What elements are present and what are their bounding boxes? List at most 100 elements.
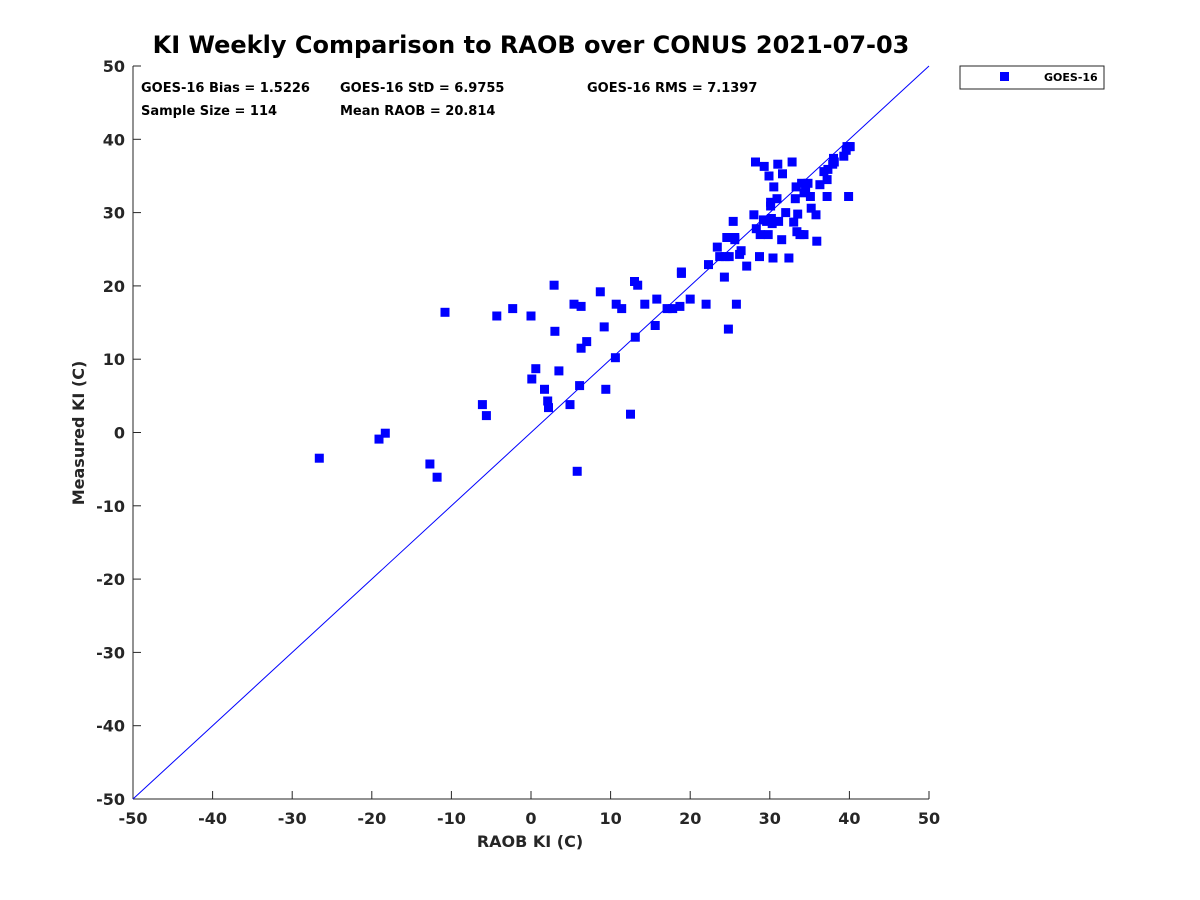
data-point [685,294,695,304]
x-tick-label: 30 [759,809,781,828]
data-point [668,304,678,314]
data-point [575,381,585,391]
data-point [749,210,759,220]
data-point [712,242,722,252]
y-tick-label: -50 [96,790,125,809]
data-point [440,307,450,317]
std-stat: GOES-16 StD = 6.9755 [340,81,504,96]
data-point [508,304,518,314]
data-point [773,159,783,169]
data-point [576,301,586,311]
data-point [812,236,822,246]
data-point [723,324,733,334]
data-point [540,384,549,394]
data-point [823,164,833,174]
x-tick-label: 0 [525,809,536,828]
data-point [626,409,635,419]
data-point [815,180,825,190]
data-point [766,201,776,211]
y-tick-label: -20 [96,570,125,589]
y-axis-ticks: -50 -40 -30 -20 -10 0 10 20 30 40 50 [96,57,141,809]
y-tick-label: -10 [96,497,125,516]
data-point [774,216,784,226]
data-point [791,182,801,192]
data-points [314,142,855,482]
data-point [790,194,800,204]
data-point [650,321,660,330]
y-tick-label: -30 [96,643,125,662]
legend-entry-goes16: GOES-16 [1044,71,1098,84]
data-point [728,216,738,226]
data-point [784,253,794,263]
data-point [772,194,782,204]
data-point [719,272,729,282]
data-point [764,171,774,181]
data-point [755,252,764,262]
data-point [550,326,560,336]
data-point [845,142,855,152]
data-point [730,235,740,245]
data-point [715,252,725,262]
chart-title: KI Weekly Comparison to RAOB over CONUS … [153,31,910,59]
x-tick-label: 50 [918,809,940,828]
data-point [630,332,640,342]
x-tick-label: -20 [357,809,386,828]
data-point [554,366,564,376]
x-axis-label: RAOB KI (C) [477,832,583,851]
data-point [704,260,713,270]
data-point [722,233,732,242]
y-tick-label: 10 [103,350,125,369]
data-point [736,246,746,256]
y-axis-label: Measured KI (C) [69,361,88,506]
data-point [640,299,650,309]
x-axis-ticks: -50 -40 -30 -20 -10 0 10 20 30 40 50 [119,791,940,828]
data-point [844,192,854,201]
data-point [492,311,502,321]
data-point [801,183,811,193]
data-point [778,169,787,179]
legend-box [959,65,1105,90]
data-point [799,230,809,240]
y-tick-label: 20 [103,277,125,296]
data-point [811,210,821,220]
data-point [662,304,672,314]
sample-size-stat: Sample Size = 114 [141,104,277,119]
data-point [787,157,797,167]
data-point [576,343,586,353]
data-point [751,224,761,234]
data-point [477,400,487,410]
data-point [617,304,627,314]
data-point [380,428,390,438]
x-tick-label: -30 [278,809,307,828]
y-tick-label: -40 [96,717,125,736]
data-point [633,280,643,290]
x-tick-label: 20 [679,809,701,828]
data-point [829,157,839,167]
data-point [582,337,592,347]
data-point [572,466,582,476]
data-point [806,203,816,213]
data-point [755,230,765,240]
data-point [777,235,787,245]
data-point [781,208,791,218]
data-point [839,151,849,161]
data-point [610,353,620,363]
y-tick-label: 30 [103,204,125,223]
data-point [599,322,609,332]
data-point [751,157,760,167]
legend-marker [1000,72,1009,81]
legend: GOES-16 [959,65,1105,90]
data-point [731,299,741,309]
data-point [314,453,324,463]
data-point [767,219,777,229]
data-point [797,178,807,188]
data-point [432,472,442,482]
one-to-one-reference-line [132,65,930,800]
data-point [526,311,536,321]
data-point [569,299,579,309]
data-point [543,396,553,406]
data-point [425,459,435,469]
data-point [742,261,752,271]
x-tick-label: -40 [198,809,227,828]
